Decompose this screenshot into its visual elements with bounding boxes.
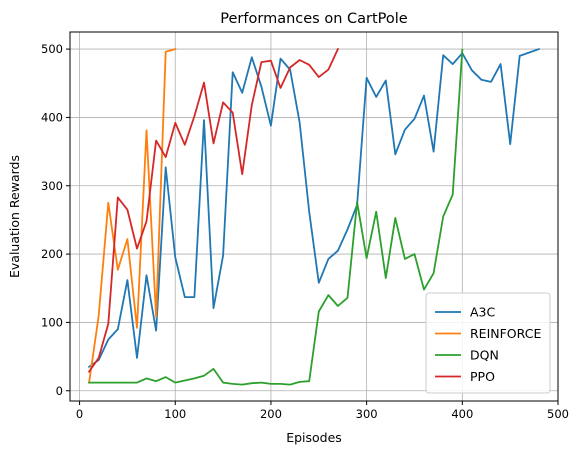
legend-label-reinforce: REINFORCE [470, 326, 541, 341]
y-tick-label: 500 [41, 42, 63, 56]
x-tick-label: 200 [260, 407, 282, 421]
series-line-a3c [87, 47, 541, 369]
legend-label-a3c: A3C [470, 305, 496, 320]
series-line-reinforce [88, 47, 177, 384]
series-lines [87, 47, 541, 386]
series-line-ppo [87, 47, 340, 373]
y-tick-label: 100 [41, 315, 63, 329]
legend-label-dqn: DQN [470, 348, 499, 363]
x-tick-label: 0 [76, 407, 83, 421]
plot-area-frame [69, 31, 559, 402]
y-tick-label: 0 [56, 384, 63, 398]
y-axis-label: Evaluation Rewards [7, 155, 22, 278]
x-tick-label: 400 [451, 407, 473, 421]
legend: A3C REINFORCE DQN PPO [425, 292, 551, 394]
series-line-dqn [88, 48, 464, 386]
chart-title: Performances on CartPole [220, 11, 408, 27]
x-tick-label: 300 [356, 407, 378, 421]
legend-label-ppo: PPO [470, 369, 495, 384]
axis-ticks: 0 100 200 300 400 500 0 100 200 300 400 500 [41, 42, 569, 421]
grid [70, 32, 559, 401]
y-tick-label: 300 [41, 179, 63, 193]
x-axis-label: Episodes [286, 430, 342, 445]
x-tick-label: 500 [547, 407, 569, 421]
legend-box [425, 292, 551, 394]
x-tick-label: 100 [164, 407, 186, 421]
y-tick-label: 200 [41, 247, 63, 261]
y-tick-label: 400 [41, 110, 63, 124]
